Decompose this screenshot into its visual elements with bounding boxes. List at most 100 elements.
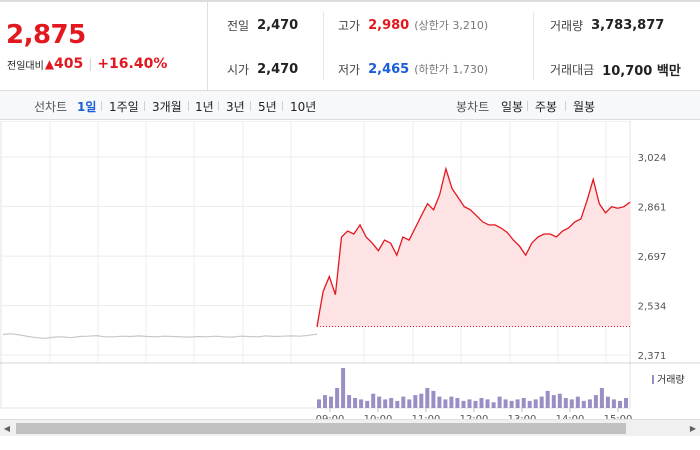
volume-bar bbox=[509, 400, 514, 408]
volume-legend-swatch bbox=[652, 375, 654, 384]
volume-bar bbox=[618, 400, 622, 408]
volume-bar bbox=[425, 388, 430, 408]
scroll-thumb[interactable] bbox=[16, 423, 626, 434]
line-chart-label: 선차트 bbox=[34, 100, 68, 114]
change-value: 405 bbox=[54, 56, 84, 72]
high-value: 2,980 bbox=[368, 17, 410, 33]
volume-bar bbox=[485, 399, 490, 408]
volume-bar bbox=[575, 396, 580, 408]
volume-bar bbox=[624, 398, 628, 408]
volume-bar bbox=[557, 393, 562, 408]
low-value: 2,465 bbox=[368, 61, 410, 77]
volume-bar bbox=[335, 388, 340, 408]
y-tick-label: 2,697 bbox=[638, 252, 667, 263]
tab-divider bbox=[218, 101, 219, 111]
tab-1year[interactable]: 1년 bbox=[195, 100, 214, 114]
tab-1day[interactable]: 1일 bbox=[77, 100, 97, 114]
volume-bar bbox=[599, 388, 604, 408]
volume-bar bbox=[443, 399, 448, 408]
volume-bar bbox=[497, 396, 502, 408]
chart-scrollbar[interactable]: ◀ ▶ bbox=[0, 419, 700, 436]
tab-divider bbox=[565, 101, 566, 111]
tab-1week[interactable]: 1주일 bbox=[109, 100, 139, 114]
open-cell: 시가 2,470 bbox=[227, 47, 298, 91]
volume-bar bbox=[611, 399, 616, 408]
volume-bar bbox=[539, 396, 544, 408]
volume-bar bbox=[419, 393, 424, 408]
high-cell: 고가 2,980 (상한가 3,210) bbox=[338, 3, 488, 47]
volume-bar bbox=[401, 396, 406, 408]
y-axis: 3,024 2,861 2,697 2,534 2,371 bbox=[638, 153, 667, 362]
tab-5year[interactable]: 5년 bbox=[258, 100, 277, 114]
prev-close-label: 전일 bbox=[227, 18, 250, 33]
x-axis: 09:00 10:00 11:00 12:00 13:00 14:00 15:00 bbox=[316, 408, 632, 421]
change-row: 전일대비 ▲ 405 | +16.40% bbox=[7, 56, 167, 72]
volume-bar bbox=[479, 398, 484, 408]
triangle-right-icon[interactable]: ▶ bbox=[689, 423, 697, 433]
high-label: 고가 bbox=[338, 18, 361, 33]
price-line bbox=[316, 166, 631, 327]
prev-day-line bbox=[2, 333, 318, 339]
volume-bar bbox=[449, 396, 454, 408]
prev-close-cell: 전일 2,470 bbox=[227, 3, 298, 47]
stats-divider bbox=[533, 12, 534, 80]
volume-legend-label: 거래량 bbox=[657, 374, 685, 386]
volume-bar bbox=[467, 399, 472, 408]
chart-svg: 3,024 2,861 2,697 2,534 2,371 거래량 09:00 10:00… bbox=[0, 121, 700, 421]
volume-value: 3,783,877 bbox=[591, 17, 665, 33]
tab-10year[interactable]: 10년 bbox=[290, 100, 317, 114]
tab-divider bbox=[282, 101, 283, 111]
tab-3month[interactable]: 3개월 bbox=[152, 100, 182, 114]
volume-bar bbox=[389, 398, 394, 408]
volume-cell: 거래량 3,783,877 bbox=[550, 3, 664, 47]
prev-close-value: 2,470 bbox=[257, 17, 299, 33]
volume-bar bbox=[341, 368, 346, 408]
up-arrow-icon: ▲ bbox=[44, 57, 55, 71]
volume-bar bbox=[317, 399, 321, 408]
volume-bar bbox=[581, 400, 586, 408]
volume-bar bbox=[365, 400, 370, 408]
volume-bar bbox=[407, 399, 412, 408]
x-tick-label: 10:00 bbox=[364, 414, 393, 421]
open-label: 시가 bbox=[227, 62, 250, 77]
volume-pane: 거래량 bbox=[317, 368, 685, 408]
x-tick-label: 11:00 bbox=[412, 414, 441, 421]
amount-cell: 거래대금 10,700 백만 bbox=[550, 47, 681, 91]
open-value: 2,470 bbox=[257, 61, 299, 77]
tab-daily-candle[interactable]: 일봉 bbox=[501, 100, 524, 114]
volume-bar bbox=[323, 395, 327, 408]
volume-bar bbox=[605, 396, 610, 408]
price-area bbox=[317, 168, 630, 327]
volume-bar bbox=[353, 398, 358, 408]
tab-3year[interactable]: 3년 bbox=[226, 100, 245, 114]
prev-day-series bbox=[2, 333, 318, 339]
volume-bar bbox=[563, 398, 568, 408]
volume-bar bbox=[431, 390, 436, 408]
x-tick-label: 09:00 bbox=[316, 414, 345, 421]
intraday-chart: 3,024 2,861 2,697 2,534 2,371 거래량 09:00 10:00… bbox=[0, 121, 700, 421]
volume-bar bbox=[551, 395, 556, 408]
volume-bar bbox=[593, 395, 598, 408]
amount-label: 거래대금 bbox=[550, 62, 595, 77]
x-tick-label: 13:00 bbox=[508, 414, 537, 421]
volume-bar bbox=[347, 395, 352, 408]
upper-limit: (상한가 3,210) bbox=[414, 19, 489, 32]
tab-weekly-candle[interactable]: 주봉 bbox=[535, 100, 558, 114]
tab-monthly-candle[interactable]: 월봉 bbox=[573, 100, 596, 114]
volume-bar bbox=[371, 393, 376, 408]
volume-bar bbox=[533, 399, 538, 408]
volume-bar bbox=[515, 399, 520, 408]
tab-divider bbox=[144, 101, 145, 111]
volume-bar bbox=[413, 395, 418, 408]
volume-bar bbox=[569, 399, 574, 408]
y-tick-label: 3,024 bbox=[638, 153, 667, 164]
y-tick-label: 2,534 bbox=[638, 302, 667, 313]
tab-divider bbox=[188, 101, 189, 111]
x-tick-label: 12:00 bbox=[460, 414, 489, 421]
volume-bar bbox=[377, 396, 382, 408]
triangle-left-icon[interactable]: ◀ bbox=[3, 423, 11, 433]
x-tick-label: 14:00 bbox=[556, 414, 585, 421]
volume-bar bbox=[359, 399, 364, 408]
volume-bar bbox=[395, 400, 400, 408]
volume-bar bbox=[491, 402, 496, 408]
